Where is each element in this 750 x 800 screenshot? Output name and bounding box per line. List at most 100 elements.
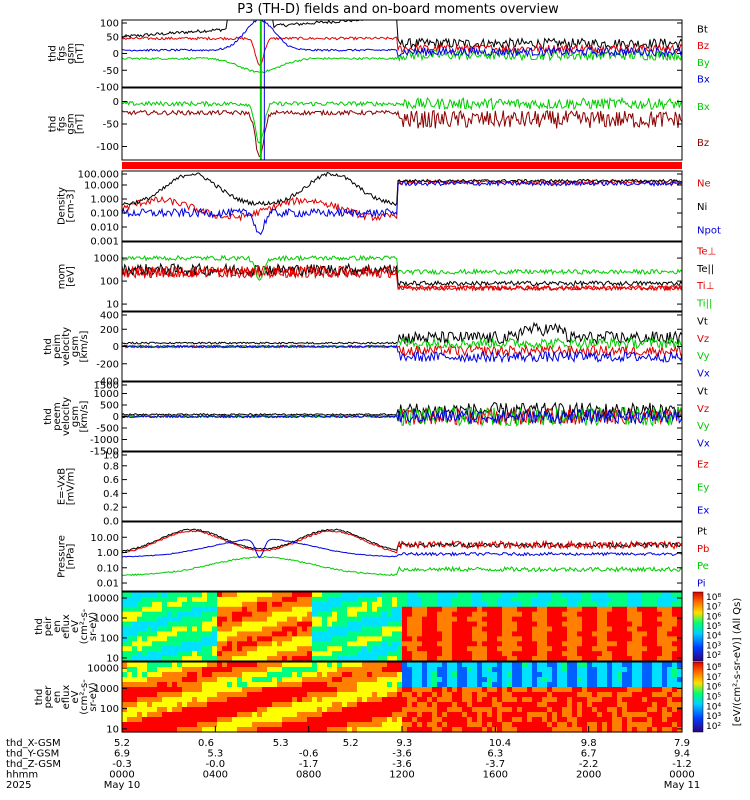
y-tick-label: 100: [100, 633, 119, 644]
xaxis-value: 1200: [389, 770, 414, 781]
series-fgs-gsm-Bt: [121, 19, 683, 51]
colorbar-tick: 10²: [706, 651, 721, 661]
xaxis-value: May 10: [104, 780, 141, 791]
svg-text:Density: Density: [57, 187, 68, 225]
legend-fgs-gse-1: Bz: [697, 138, 709, 149]
series-fgs-gsm-Bx: [121, 19, 683, 58]
y-tick-label: 0.6: [103, 475, 119, 486]
xaxis-value: 7.9: [674, 738, 690, 749]
panel-mode-bar: [122, 162, 682, 169]
svg-text:thd: thd: [43, 408, 54, 425]
svg-text:(cm²-s-: (cm²-s-: [79, 608, 90, 644]
series-peim-velocity-Vx: [121, 344, 683, 364]
colorbar-unit-label: [eV/(cm²-s-sr-eV)] (All Qs): [732, 598, 743, 727]
y-tick-label: 100: [100, 277, 119, 288]
svg-text:[mV/m]: [mV/m]: [66, 468, 77, 506]
legend-peem-velocity-3: Vx: [697, 438, 710, 449]
y-tick-label: 0.10: [97, 563, 119, 574]
series-pressure-Pi: [121, 538, 683, 558]
y-tick-label: 100: [100, 19, 119, 30]
xaxis-value: -0.3: [112, 759, 132, 770]
svg-text:sr-eV): sr-eV): [88, 612, 99, 641]
xaxis-value: May 11: [664, 780, 701, 791]
y-tick-label: 10.000: [84, 181, 119, 192]
y-axis-label: mom[eV]: [57, 264, 77, 290]
y-tick-label: 1000: [94, 389, 119, 400]
panel-efield: 1.00.8 0.6 0.4 0.2 0.0 E=-VxB[mV/m] Ez Ey Ex: [57, 451, 710, 528]
y-tick-label: 0: [113, 342, 119, 353]
panel-frame: [121, 591, 683, 662]
svg-text:[eV]: [eV]: [66, 266, 77, 287]
legend-density-1: Ni: [697, 202, 707, 213]
legend-fgs-gse-0: Bx: [697, 102, 710, 113]
legend-efield-0: Ez: [697, 460, 709, 471]
legend-peem-velocity-2: Vy: [697, 421, 710, 432]
panel-peem-velocity: 150010005000-500-1000-1500thdpeemvelocit…: [43, 381, 710, 458]
panel-frame: [121, 87, 683, 161]
xaxis-row-label: thd_Z-GSM: [6, 759, 61, 770]
y-tick-label: 100.000: [78, 170, 119, 181]
mode-bar: [122, 162, 682, 169]
y-axis-label: Pressure[nPa]: [57, 535, 77, 578]
series-fgs-gse-Bx: [121, 96, 683, 144]
series-peem-velocity-Vy: [121, 406, 683, 428]
y-tick-label: 0: [113, 49, 119, 60]
y-tick-label: 0.010: [90, 223, 119, 234]
svg-text:gsm: gsm: [70, 336, 81, 357]
svg-text:fgs: fgs: [57, 116, 68, 131]
colorbar-tick: 10³: [706, 641, 721, 651]
svg-text:en: en: [52, 620, 63, 633]
y-tick-label: -500: [96, 424, 119, 435]
legend-pressure-3: Pi: [697, 578, 706, 589]
series-temperature-Ti: [121, 265, 683, 292]
xaxis-value: 2000: [576, 770, 601, 781]
svg-text:gsm: gsm: [66, 113, 77, 134]
legend-fgs-gsm-2: By: [697, 58, 710, 69]
xaxis-value: 9.3: [396, 738, 412, 749]
svg-text:thd: thd: [34, 689, 45, 706]
colorbar-tick: 10⁶: [706, 683, 721, 693]
legend-fgs-gsm-1: Bz: [697, 41, 709, 52]
y-tick-label: 10: [106, 653, 119, 664]
y-tick-label: 0.2: [103, 503, 119, 514]
legend-density-0: Ne: [697, 179, 711, 190]
y-tick-label: -1500: [90, 447, 119, 458]
xaxis-value: 6.9: [114, 749, 130, 760]
legend-peem-velocity-1: Vz: [697, 404, 709, 415]
y-tick-label: -100: [96, 83, 119, 94]
y-tick-label: 200: [100, 325, 119, 336]
panel-frame: [121, 170, 683, 242]
panel-frame: [121, 241, 683, 312]
y-axis-label: Density[cm-3]: [57, 187, 77, 225]
y-tick-label: 500: [100, 401, 119, 412]
xaxis-value: 5.3: [273, 738, 289, 749]
y-tick-label: 1500: [94, 381, 119, 392]
svg-text:eV: eV: [70, 620, 81, 633]
colorbar-tick: 10⁵: [706, 693, 721, 703]
xaxis-value: -0.6: [299, 749, 319, 760]
legend-peim-velocity-1: Vz: [697, 334, 709, 345]
colorbar-tick: 10⁶: [706, 612, 721, 622]
xaxis-value: -3.6: [392, 759, 412, 770]
xaxis-row-label: thd_Y-GSM: [6, 749, 59, 760]
y-tick-label: 10: [106, 724, 119, 735]
colorbar-tick: 10⁵: [706, 622, 721, 632]
y-tick-label: -400: [96, 377, 119, 388]
colorbar-1: [692, 661, 704, 733]
y-tick-label: 0.4: [103, 489, 119, 500]
svg-text:fgs: fgs: [57, 46, 68, 61]
y-tick-label: -1000: [90, 435, 119, 446]
svg-text:[cm-3]: [cm-3]: [66, 189, 77, 222]
y-tick-label: -50: [103, 66, 119, 77]
series-density-Ne: [121, 178, 683, 222]
xaxis-value: 9.8: [581, 738, 597, 749]
y-tick-label: 0: [113, 97, 119, 108]
y-tick-label: 0.0: [103, 517, 119, 528]
series-peim-velocity-Vz: [121, 343, 683, 358]
xaxis-value: 0000: [669, 770, 694, 781]
